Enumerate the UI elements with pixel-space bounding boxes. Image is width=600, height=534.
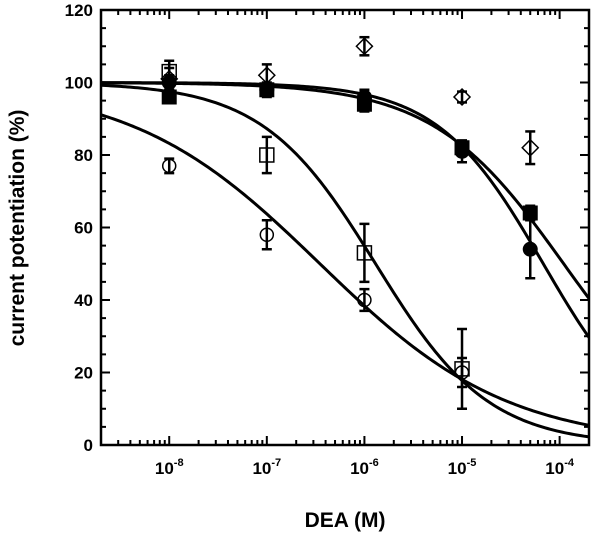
data-point-series-2 <box>522 204 538 222</box>
x-tick-label: 10-4 <box>545 457 575 478</box>
y-tick-label: 0 <box>84 436 93 455</box>
data-point-series-2 <box>161 89 177 105</box>
marker-open-diamond <box>521 138 540 157</box>
data-point-series-1 <box>522 219 538 280</box>
data-point-series-5 <box>160 66 179 91</box>
y-axis-title: current potentiation (%) <box>6 110 29 347</box>
data-point-series-2 <box>356 95 372 113</box>
marker-filled-square <box>522 205 538 221</box>
marker-open-diamond <box>257 66 276 85</box>
data-point-series-4 <box>357 287 372 313</box>
marker-filled-circle <box>522 241 538 257</box>
axes: 0 20 40 60 80 100 120 10-8 10-7 10-6 10-5 10-4 <box>65 1 591 478</box>
marker-open-circle <box>259 227 275 242</box>
marker-open-square <box>259 147 275 163</box>
x-tick-label: 10-5 <box>448 457 477 478</box>
y-tick-label: 80 <box>74 146 93 165</box>
data-point-series-2 <box>454 139 470 157</box>
x-axis-title: DEA (M) <box>305 509 386 532</box>
data-point-series-5 <box>355 35 374 57</box>
x-tick-label: 10-8 <box>155 457 184 478</box>
data-point-series-5 <box>521 130 540 166</box>
y-tick-label: 40 <box>74 291 93 310</box>
marker-filled-square <box>161 89 177 105</box>
fit-curve-series-3 <box>101 83 589 439</box>
data-point-series-3 <box>356 222 373 284</box>
marker-filled-square <box>454 140 470 156</box>
marker-open-diamond <box>452 87 472 107</box>
marker-open-diamond <box>160 69 179 88</box>
data-point-series-5 <box>452 87 472 107</box>
y-tick-label: 60 <box>74 219 93 238</box>
x-tick-label: 10-7 <box>252 457 281 478</box>
marker-open-circle <box>454 365 470 380</box>
marker-filled-square <box>356 96 372 112</box>
marker-open-circle <box>161 158 177 174</box>
fit-curve-series-2 <box>101 81 589 300</box>
marker-open-square <box>356 245 373 261</box>
y-tick-label: 100 <box>65 74 93 93</box>
fit-curve-series-4 <box>101 113 589 427</box>
plot-area <box>101 35 589 439</box>
y-tick-label: 120 <box>65 1 93 20</box>
data-point-series-5 <box>257 63 276 88</box>
data-point-series-4 <box>161 157 177 175</box>
marker-open-diamond <box>355 37 374 56</box>
fit-curve-series-1 <box>101 81 589 339</box>
y-tick-label: 20 <box>74 364 93 383</box>
x-tick-label: 10-6 <box>350 457 379 478</box>
data-point-series-4 <box>454 356 470 389</box>
data-point-series-4 <box>259 219 275 251</box>
marker-open-circle <box>357 292 372 308</box>
data-point-series-3 <box>259 135 275 175</box>
